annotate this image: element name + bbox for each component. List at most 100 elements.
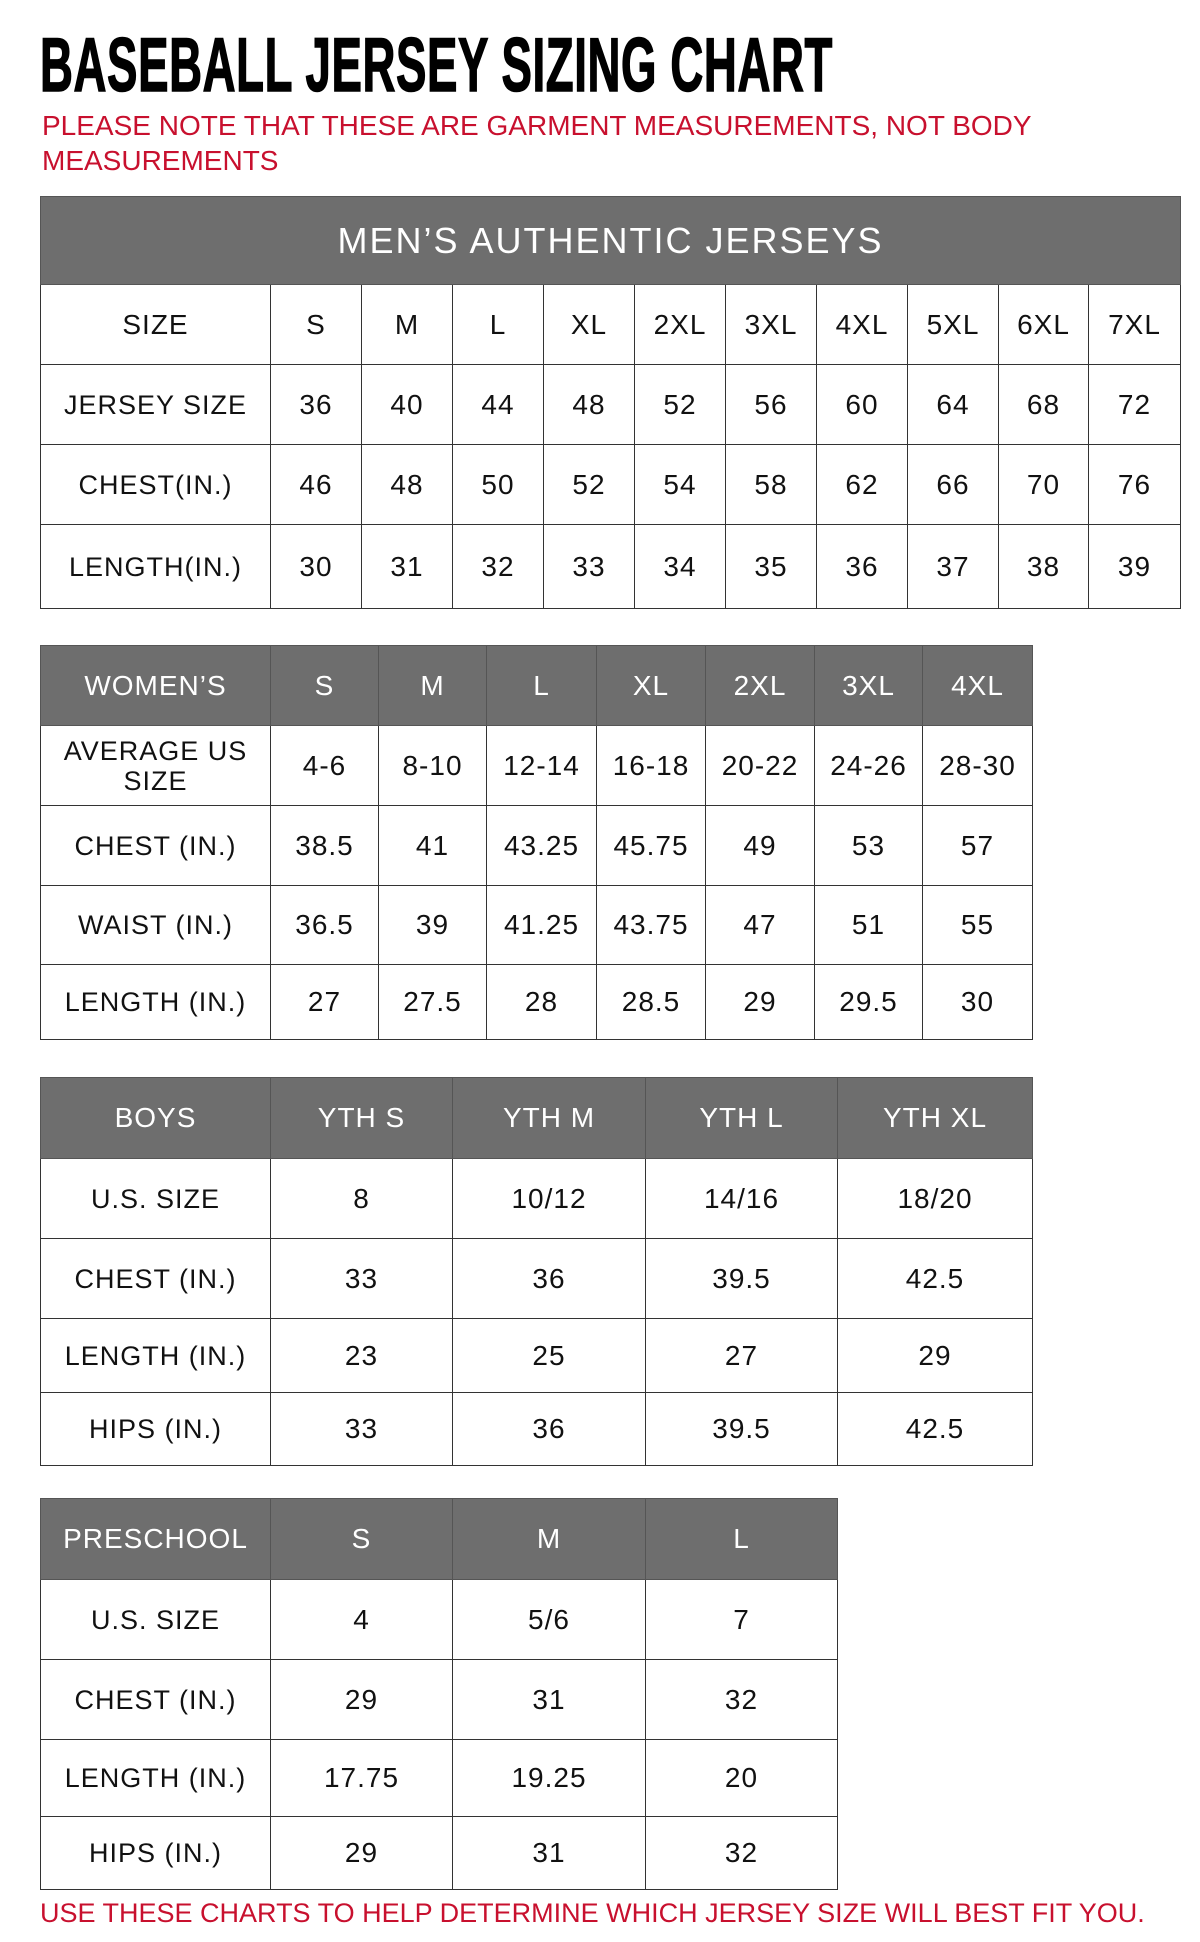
measurement-cell: 41.25 xyxy=(486,885,597,965)
measurement-cell: 62 xyxy=(816,444,908,525)
header-label-cell: PRESCHOOL xyxy=(40,1498,271,1580)
size-header-cell: 7XL xyxy=(1087,284,1182,365)
row-label-cell: CHEST (IN.) xyxy=(40,805,271,886)
measurement-cell: 8 xyxy=(270,1158,453,1239)
measurement-cell: 43.25 xyxy=(486,805,597,886)
table-row: U.S. SIZE 8 10/12 14/16 18/20 xyxy=(40,1158,1033,1239)
measurement-cell: 31 xyxy=(452,1816,646,1890)
measurement-cell: 34 xyxy=(634,524,726,609)
measurement-cell: 29 xyxy=(705,964,815,1040)
size-header-cell: M xyxy=(378,645,487,726)
measurement-cell: 4-6 xyxy=(270,725,379,806)
measurement-cell: 45.75 xyxy=(596,805,706,886)
measurement-cell: 33 xyxy=(543,524,635,609)
size-header-cell: 6XL xyxy=(998,284,1089,365)
measurement-cell: 29.5 xyxy=(814,964,923,1040)
measurement-cell: 39 xyxy=(1087,524,1182,609)
measurement-cell: 52 xyxy=(634,364,726,445)
measurement-cell: 50 xyxy=(452,444,544,525)
measurement-cell: 70 xyxy=(998,444,1089,525)
table-row: CHEST (IN.) 38.5 41 43.25 45.75 49 53 57 xyxy=(40,805,1033,886)
measurement-cell: 20-22 xyxy=(705,725,815,806)
header-label-cell: WOMEN’S xyxy=(40,645,271,726)
measurement-cell: 32 xyxy=(452,524,544,609)
measurement-cell: 36.5 xyxy=(270,885,379,965)
measurement-cell: 76 xyxy=(1087,444,1182,525)
measurement-cell: 41 xyxy=(378,805,487,886)
measurement-cell: 28.5 xyxy=(596,964,706,1040)
row-label-cell: LENGTH (IN.) xyxy=(40,964,271,1040)
measurement-cell: 39.5 xyxy=(645,1392,838,1466)
measurement-cell: 27 xyxy=(645,1318,838,1393)
table-row: LENGTH (IN.) 17.75 19.25 20 xyxy=(40,1739,838,1817)
measurement-cell: 4 xyxy=(270,1579,453,1660)
table-row: JERSEY SIZE 36 40 44 48 52 56 60 64 68 72 xyxy=(40,364,1182,445)
row-label-cell: CHEST (IN.) xyxy=(40,1659,271,1740)
measurement-cell: 38.5 xyxy=(270,805,379,886)
page-title: BASEBALL JERSEY SIZING CHART xyxy=(40,22,833,109)
row-label-cell: LENGTH (IN.) xyxy=(40,1318,271,1393)
size-header-cell: M xyxy=(361,284,453,365)
table-row: AVERAGE US SIZE 4-6 8-10 12-14 16-18 20-22 24-… xyxy=(40,725,1033,806)
measurement-cell: 14/16 xyxy=(645,1158,838,1239)
measurement-cell: 44 xyxy=(452,364,544,445)
measurement-cell: 54 xyxy=(634,444,726,525)
row-label-cell: LENGTH(IN.) xyxy=(40,524,271,609)
size-header-cell: YTH S xyxy=(270,1077,453,1159)
measurement-cell: 32 xyxy=(645,1816,838,1890)
measurement-cell: 51 xyxy=(814,885,923,965)
row-label-cell: HIPS (IN.) xyxy=(40,1392,271,1466)
measurement-cell: 57 xyxy=(922,805,1033,886)
measurement-cell: 19.25 xyxy=(452,1739,646,1817)
measurement-cell: 42.5 xyxy=(837,1238,1033,1319)
table-band-title: MEN’S AUTHENTIC JERSEYS xyxy=(39,196,1182,285)
header-label-cell: SIZE xyxy=(40,284,271,365)
womens-size-table: WOMEN’S S M L XL 2XL 3XL 4XL AVERAGE US SIZE 4-6 8… xyxy=(40,645,1033,1040)
table-row: LENGTH(IN.) 30 31 32 33 34 35 36 37 38 39 xyxy=(40,524,1182,609)
measurement-cell: 31 xyxy=(361,524,453,609)
table-row: U.S. SIZE 4 5/6 7 xyxy=(40,1579,838,1660)
header-row: WOMEN’S S M L XL 2XL 3XL 4XL xyxy=(40,645,1033,726)
size-header-cell: L xyxy=(452,284,544,365)
measurement-cell: 28-30 xyxy=(922,725,1033,806)
size-header-cell: S xyxy=(270,1498,453,1580)
measurement-cell: 30 xyxy=(922,964,1033,1040)
size-header-cell: 2XL xyxy=(634,284,726,365)
size-header-cell: 4XL xyxy=(922,645,1033,726)
size-header-cell: YTH M xyxy=(452,1077,646,1159)
measurement-cell: 32 xyxy=(645,1659,838,1740)
measurement-cell: 18/20 xyxy=(837,1158,1033,1239)
measurement-cell: 30 xyxy=(270,524,362,609)
measurement-cell: 56 xyxy=(725,364,817,445)
header-label-cell: BOYS xyxy=(40,1077,271,1159)
size-header-cell: M xyxy=(452,1498,646,1580)
size-header-cell: 4XL xyxy=(816,284,908,365)
measurement-cell: 66 xyxy=(907,444,999,525)
measurement-cell: 60 xyxy=(816,364,908,445)
measurement-cell: 29 xyxy=(270,1816,453,1890)
measurement-cell: 68 xyxy=(998,364,1089,445)
measurement-cell: 31 xyxy=(452,1659,646,1740)
measurement-cell: 55 xyxy=(922,885,1033,965)
measurement-cell: 38 xyxy=(998,524,1089,609)
table-row: HIPS (IN.) 29 31 32 xyxy=(40,1816,838,1890)
row-label-cell: HIPS (IN.) xyxy=(40,1816,271,1890)
size-header-cell: YTH L xyxy=(645,1077,838,1159)
measurement-cell: 16-18 xyxy=(596,725,706,806)
measurement-cell: 36 xyxy=(452,1238,646,1319)
measurement-cell: 12-14 xyxy=(486,725,597,806)
row-label-cell: U.S. SIZE xyxy=(40,1158,271,1239)
measurement-cell: 20 xyxy=(645,1739,838,1817)
size-header-cell: L xyxy=(645,1498,838,1580)
size-header-cell: S xyxy=(270,645,379,726)
table-row: WAIST (IN.) 36.5 39 41.25 43.75 47 51 55 xyxy=(40,885,1033,965)
header-row: PRESCHOOL S M L xyxy=(40,1498,838,1580)
row-label-cell: LENGTH (IN.) xyxy=(40,1739,271,1817)
measurement-cell: 36 xyxy=(452,1392,646,1466)
measurement-cell: 24-26 xyxy=(814,725,923,806)
measurement-cell: 39.5 xyxy=(645,1238,838,1319)
header-row: SIZE S M L XL 2XL 3XL 4XL 5XL 6XL 7XL xyxy=(40,284,1182,365)
row-label-cell: AVERAGE US SIZE xyxy=(40,725,271,806)
table-row: CHEST (IN.) 29 31 32 xyxy=(40,1659,838,1740)
measurement-cell: 42.5 xyxy=(837,1392,1033,1466)
